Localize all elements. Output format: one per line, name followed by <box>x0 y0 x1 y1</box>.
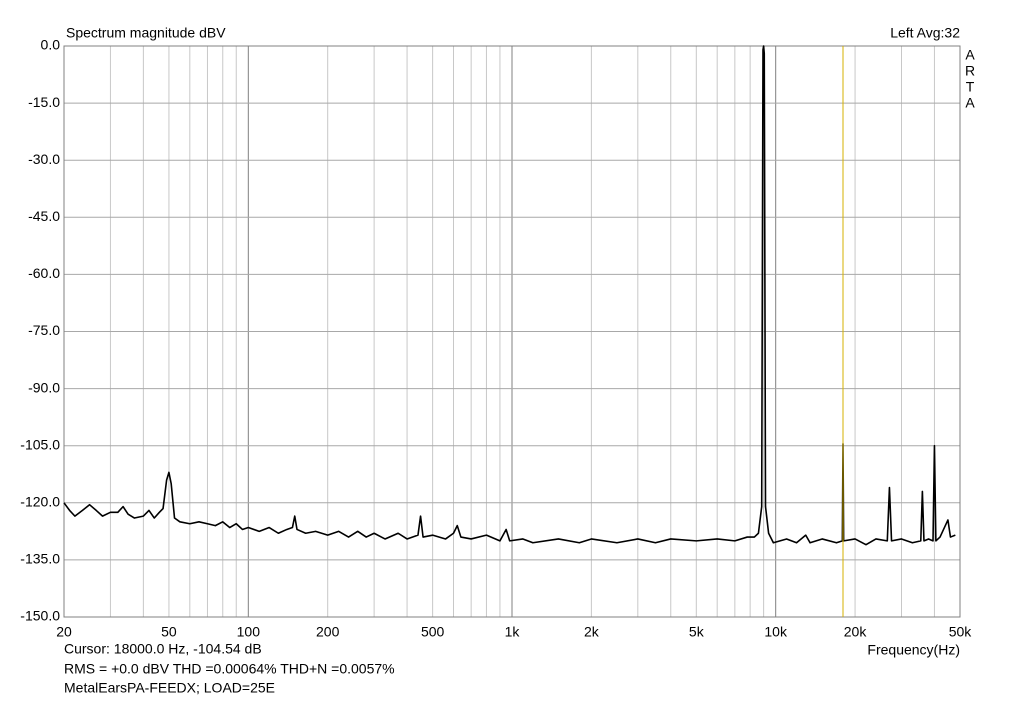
logo-letter: T <box>966 79 975 95</box>
y-tick-label: -60.0 <box>28 265 60 281</box>
x-tick-label: 10k <box>764 624 788 640</box>
y-tick-label: -105.0 <box>20 436 60 452</box>
y-tick-label: -15.0 <box>28 94 60 110</box>
spectrum-line <box>63 45 956 546</box>
cursor-readout: Cursor: 18000.0 Hz, -104.54 dB <box>64 641 262 657</box>
logo-letter: A <box>965 95 975 111</box>
x-tick-label: 20k <box>844 624 868 640</box>
chart-title: Spectrum magnitude dBV <box>66 25 226 41</box>
x-tick-label: 50 <box>161 624 177 640</box>
y-tick-label: -150.0 <box>20 608 60 624</box>
logo-letter: A <box>965 47 975 63</box>
x-tick-label: 20 <box>56 624 72 640</box>
y-tick-label: -120.0 <box>20 494 60 510</box>
y-tick-label: -135.0 <box>20 551 60 567</box>
x-tick-label: 1k <box>505 624 521 640</box>
measurements: RMS = +0.0 dBV THD =0.00064% THD+N =0.00… <box>64 661 395 677</box>
x-tick-label: 200 <box>316 624 340 640</box>
x-tick-label: 50k <box>949 624 973 640</box>
channel-info: Left Avg:32 <box>890 25 960 41</box>
x-tick-label: 2k <box>584 624 600 640</box>
description: MetalEarsPA-FEEDX; LOAD=25E <box>64 680 275 696</box>
x-tick-label: 100 <box>237 624 261 640</box>
y-tick-label: -90.0 <box>28 379 60 395</box>
plot-frame <box>63 45 961 618</box>
x-tick-label: 500 <box>421 624 445 640</box>
x-tick-label: 5k <box>689 624 705 640</box>
y-tick-label: -75.0 <box>28 322 60 338</box>
logo-letter: R <box>965 63 975 79</box>
y-tick-label: -30.0 <box>28 151 60 167</box>
x-axis-label: Frequency(Hz) <box>867 642 960 658</box>
y-tick-label: -45.0 <box>28 208 60 224</box>
y-tick-label: 0.0 <box>41 37 61 53</box>
